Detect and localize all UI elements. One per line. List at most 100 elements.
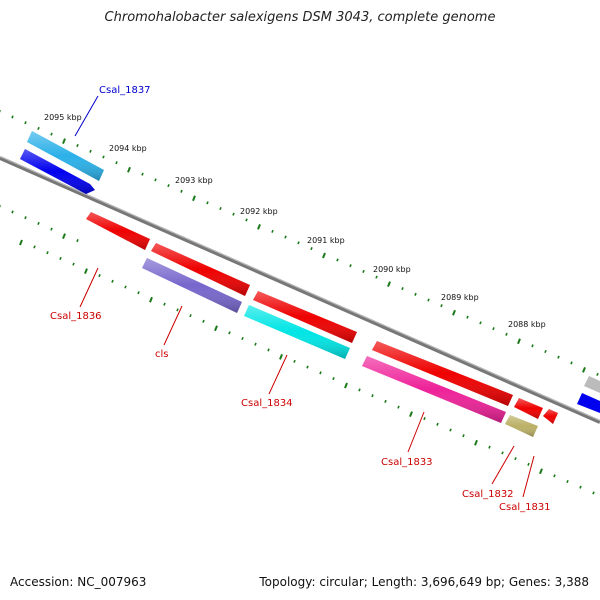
gene-reverse-red-6[interactable]: [543, 409, 558, 424]
scale-tick: [436, 422, 439, 426]
scale-tick: [50, 227, 53, 231]
scale-tick: [596, 372, 599, 376]
scale-tick: [206, 201, 209, 205]
scale-tick: [163, 302, 166, 306]
label-csal-1832[interactable]: Csal_1832: [462, 489, 514, 500]
scale-tick: [409, 411, 413, 417]
scale-tick: [137, 291, 140, 295]
scale-label-2089: 2089 kbp: [441, 293, 479, 302]
scale-tick: [241, 336, 244, 341]
scale-tick: [310, 246, 313, 251]
scale-tick: [362, 269, 365, 273]
label-csal-1831[interactable]: Csal_1831: [499, 502, 551, 513]
scale-tick: [50, 132, 53, 136]
scale-tick: [452, 309, 456, 316]
leader-csal-1834: [268, 354, 288, 395]
scale-tick: [176, 308, 179, 312]
scale-tick: [527, 462, 530, 466]
gene-pink-csal-1833[interactable]: [362, 356, 506, 423]
label-csal-1837[interactable]: Csal_1837: [99, 85, 151, 96]
scale-label-2092: 2092 kbp: [240, 207, 278, 216]
scale-tick: [579, 485, 582, 489]
scale-tick: [257, 224, 261, 230]
gene-reverse-red-3[interactable]: [253, 291, 357, 343]
gene-gray-edge[interactable]: [584, 376, 600, 393]
scale-tick: [401, 287, 404, 291]
scale-tick: [124, 285, 127, 289]
gene-reverse-red-5[interactable]: [514, 398, 543, 419]
leader-cls: [163, 305, 183, 346]
gene-forward-blue[interactable]: [20, 149, 95, 194]
label-csal-1833[interactable]: Csal_1833: [381, 457, 433, 468]
scale-tick: [84, 268, 88, 274]
scale-label-2094: 2094 kbp: [109, 144, 147, 153]
scale-tick: [202, 319, 205, 323]
scale-tick: [284, 235, 287, 239]
scale-tick: [449, 428, 452, 432]
scale-tick: [514, 457, 517, 461]
leader-csal-1831: [522, 455, 535, 498]
scale-tick: [474, 439, 478, 446]
scale-tick: [192, 195, 196, 202]
gene-purple-cls[interactable]: [142, 258, 242, 313]
label-csal-1834[interactable]: Csal_1834: [241, 398, 293, 409]
scale-tick: [214, 325, 218, 332]
gene-reverse-red-2[interactable]: [151, 243, 250, 296]
scale-label-2090: 2090 kbp: [373, 265, 411, 274]
scale-tick: [539, 468, 543, 475]
scale-tick: [76, 239, 79, 243]
scale-tick: [228, 331, 231, 335]
scale-tick: [111, 279, 114, 283]
scale-tick: [592, 491, 595, 495]
scale-tick: [46, 251, 49, 255]
backbone-line: [0, 156, 600, 424]
label-csal-1836[interactable]: Csal_1836: [50, 311, 102, 322]
scale-tick: [62, 233, 66, 239]
scale-tick: [76, 144, 79, 148]
scale-tick: [553, 474, 556, 478]
scale-tick: [479, 321, 482, 325]
scale-ticks-outer: [0, 205, 79, 243]
scale-tick: [505, 332, 508, 336]
gene-reverse-red-1[interactable]: [86, 212, 150, 250]
label-cls[interactable]: cls: [155, 349, 169, 360]
gene-reverse-red-4[interactable]: [372, 341, 513, 406]
scale-label-2088: 2088 kbp: [508, 320, 546, 329]
gene-forward-cyan[interactable]: [27, 131, 104, 181]
scale-tick: [582, 367, 586, 373]
scale-tick: [322, 252, 326, 259]
scale-tick: [557, 355, 560, 359]
scale-tick: [387, 281, 391, 287]
scale-tick: [102, 155, 105, 159]
scale-tick: [149, 296, 153, 303]
gene-olive-csal-1832[interactable]: [505, 415, 538, 437]
scale-tick: [254, 342, 257, 346]
scale-tick: [115, 161, 118, 165]
scale-tick: [62, 138, 66, 144]
scale-tick: [384, 399, 387, 403]
scale-tick: [397, 405, 400, 409]
scale-tick: [293, 359, 296, 363]
gene-cyan-csal-1834[interactable]: [244, 305, 350, 359]
genome-summary-text: Topology: circular; Length: 3,696,649 bp…: [259, 575, 589, 589]
scale-tick: [566, 479, 569, 484]
scale-tick: [492, 327, 495, 331]
scale-label-2091: 2091 kbp: [307, 236, 345, 245]
scale-tick: [297, 241, 300, 245]
scale-tick: [358, 388, 361, 392]
scale-tick: [37, 221, 40, 225]
leader-csal-1836: [79, 267, 99, 308]
scale-tick: [306, 365, 309, 369]
scale-tick: [154, 178, 157, 182]
map-title: Chromohalobacter salexigens DSM 3043, co…: [104, 10, 496, 25]
scale-tick: [72, 262, 75, 266]
scale-tick: [267, 348, 270, 352]
scale-tick: [531, 344, 534, 348]
scale-tick: [466, 315, 469, 319]
scale-tick: [245, 218, 248, 222]
backbone-line-highlight: [0, 156, 600, 421]
scale-tick: [423, 417, 426, 421]
gene-blue-edge[interactable]: [577, 393, 600, 413]
scale-ticks-upper: [0, 110, 599, 376]
